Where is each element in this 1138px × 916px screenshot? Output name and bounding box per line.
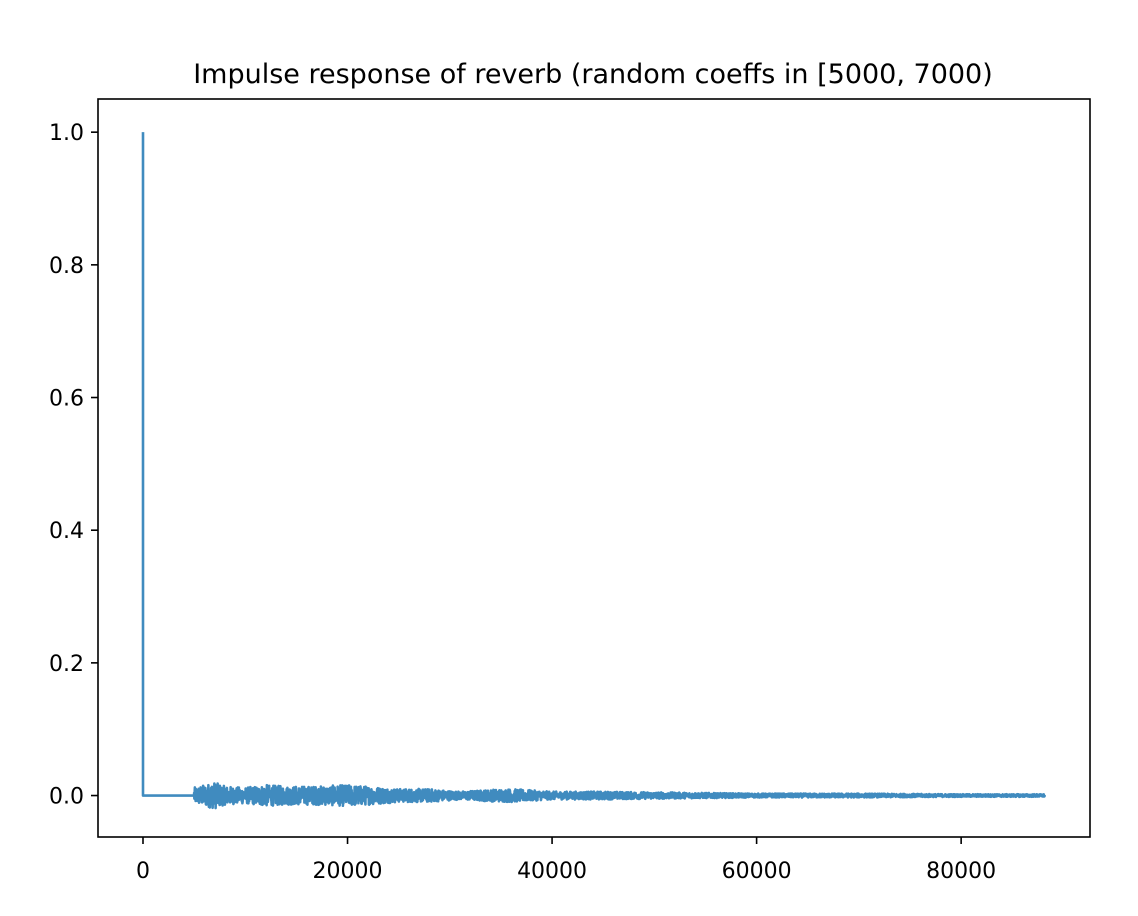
chart-title: Impulse response of reverb (random coeff… <box>193 59 993 90</box>
y-tick-label: 0.6 <box>49 387 84 412</box>
y-tick-label: 0.8 <box>49 254 84 279</box>
series-line <box>141 132 1047 810</box>
axes: 0 20000 40000 60000 80000 0.0 0.2 0.4 0.6 0.8 1.0 <box>49 98 1091 884</box>
y-tick-label: 0.2 <box>49 652 84 677</box>
x-tick-label: 80000 <box>926 859 996 884</box>
plot-area <box>141 132 1047 810</box>
y-tick-label: 0.4 <box>49 519 84 544</box>
x-tick-label: 40000 <box>517 859 587 884</box>
x-tick-label: 60000 <box>722 859 792 884</box>
axes-frame <box>97 98 1091 838</box>
x-tick-label: 0 <box>136 859 150 884</box>
y-tick-label: 1.0 <box>49 121 84 146</box>
y-tick-label: 0.0 <box>49 785 84 810</box>
x-tick-label: 20000 <box>313 859 383 884</box>
